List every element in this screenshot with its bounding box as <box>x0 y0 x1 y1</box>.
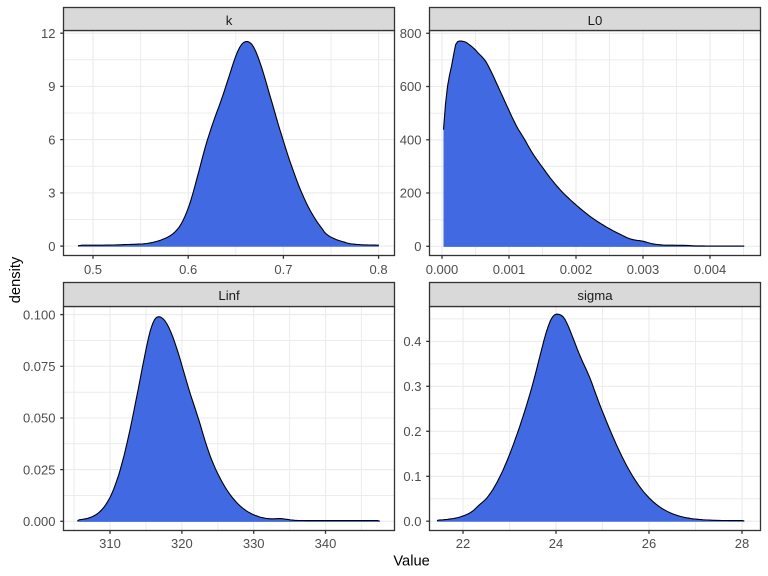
svg-text:0.0: 0.0 <box>403 514 421 529</box>
svg-text:0.002: 0.002 <box>560 262 593 277</box>
svg-text:0.000: 0.000 <box>23 514 56 529</box>
svg-text:330: 330 <box>243 536 265 551</box>
svg-text:0.8: 0.8 <box>370 262 388 277</box>
svg-text:6: 6 <box>48 132 55 147</box>
svg-text:9: 9 <box>48 79 55 94</box>
svg-text:800: 800 <box>400 26 422 41</box>
svg-text:340: 340 <box>315 536 337 551</box>
svg-text:0.000: 0.000 <box>426 262 459 277</box>
svg-text:Linf: Linf <box>218 288 240 303</box>
svg-text:0.2: 0.2 <box>403 424 421 439</box>
svg-text:0.050: 0.050 <box>23 411 56 426</box>
svg-text:12: 12 <box>41 26 55 41</box>
svg-text:22: 22 <box>456 536 470 551</box>
svg-text:0.075: 0.075 <box>23 359 56 374</box>
svg-text:0.004: 0.004 <box>694 262 727 277</box>
svg-text:0.100: 0.100 <box>23 307 56 322</box>
svg-text:Value: Value <box>393 554 429 570</box>
svg-text:L0: L0 <box>588 13 603 28</box>
svg-text:sigma: sigma <box>577 288 613 303</box>
svg-text:200: 200 <box>400 186 422 201</box>
svg-text:0.5: 0.5 <box>84 262 102 277</box>
svg-text:26: 26 <box>642 536 656 551</box>
svg-text:0.4: 0.4 <box>403 334 421 349</box>
svg-text:28: 28 <box>735 536 749 551</box>
svg-text:0.6: 0.6 <box>179 262 197 277</box>
svg-text:0.001: 0.001 <box>493 262 526 277</box>
svg-text:24: 24 <box>549 536 563 551</box>
svg-text:0.003: 0.003 <box>627 262 660 277</box>
svg-text:0.3: 0.3 <box>403 379 421 394</box>
svg-text:0: 0 <box>414 239 421 254</box>
svg-text:3: 3 <box>48 186 55 201</box>
svg-text:density: density <box>8 256 24 303</box>
svg-text:400: 400 <box>400 133 422 148</box>
svg-text:k: k <box>226 13 233 28</box>
svg-text:600: 600 <box>400 79 422 94</box>
svg-text:0.7: 0.7 <box>274 262 292 277</box>
svg-text:0.1: 0.1 <box>403 469 421 484</box>
svg-text:0.025: 0.025 <box>23 462 56 477</box>
svg-text:320: 320 <box>171 536 193 551</box>
svg-text:310: 310 <box>99 536 121 551</box>
svg-text:0: 0 <box>48 239 55 254</box>
